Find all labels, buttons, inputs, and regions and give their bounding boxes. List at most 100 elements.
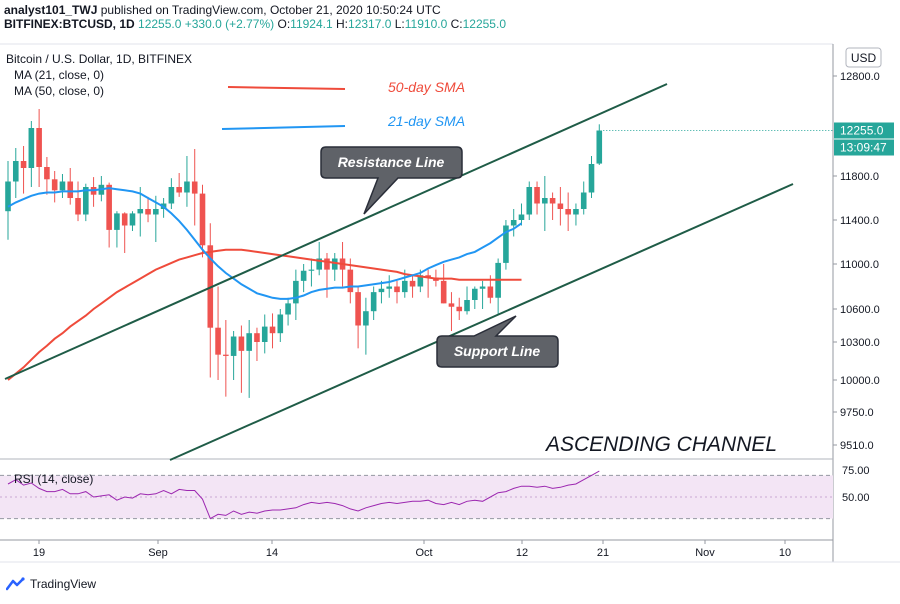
candle-body bbox=[5, 181, 11, 212]
candle-body bbox=[588, 164, 595, 193]
last-price: 12255.0 bbox=[138, 17, 182, 31]
candle-body bbox=[565, 209, 571, 215]
tradingview-brand[interactable]: TradingView bbox=[30, 577, 97, 591]
candle-body bbox=[269, 326, 276, 334]
candle-body bbox=[215, 327, 221, 355]
candle-body bbox=[464, 300, 470, 312]
candle-body bbox=[526, 187, 533, 215]
candle-body bbox=[129, 213, 136, 226]
candle-body bbox=[83, 187, 89, 215]
time-axis[interactable]: 19 Sep 14 Oct 12 21 Nov 10 bbox=[33, 540, 791, 559]
sma50-annotation: 50-day SMA bbox=[388, 79, 465, 95]
ma50-line bbox=[7, 248, 522, 381]
candle-body bbox=[293, 280, 299, 304]
candle-body bbox=[510, 220, 517, 226]
ohlc-line: BITFINEX:BTCUSD, 1D 12255.0 +330.0 (+2.7… bbox=[4, 17, 894, 31]
candle-body bbox=[36, 128, 42, 167]
candle-body bbox=[308, 269, 315, 271]
rsi-line bbox=[7, 470, 600, 520]
candle-body bbox=[137, 209, 144, 214]
candle-body bbox=[347, 269, 354, 293]
candle-body bbox=[223, 354, 229, 356]
candle-body bbox=[472, 288, 478, 300]
candle-body bbox=[300, 270, 307, 281]
candle-body bbox=[67, 181, 74, 198]
candle-body bbox=[12, 161, 19, 182]
price-tick-label: 10600.0 bbox=[840, 304, 880, 316]
candle-body bbox=[401, 280, 408, 293]
channel-title: ASCENDING CHANNEL bbox=[544, 433, 777, 456]
candle-body bbox=[230, 336, 237, 356]
candle-body bbox=[168, 187, 175, 204]
time-tick-label: 12 bbox=[516, 547, 528, 559]
price-tick-label: 10000.0 bbox=[840, 375, 880, 387]
high-label: H: bbox=[336, 17, 349, 31]
time-tick-label: 21 bbox=[597, 547, 609, 559]
currency-box[interactable] bbox=[845, 47, 882, 68]
candle-body bbox=[285, 303, 291, 315]
footer: TradingView bbox=[6, 577, 96, 591]
candle-body bbox=[573, 209, 579, 215]
candle-body bbox=[324, 258, 330, 270]
candle-body bbox=[44, 167, 50, 180]
candle-body bbox=[518, 214, 525, 220]
rsi-tick-label: 50.00 bbox=[842, 492, 870, 504]
ma50-legend: MA (50, close, 0) bbox=[14, 84, 104, 98]
support-label: Support Line bbox=[454, 343, 541, 359]
candle-body bbox=[59, 181, 66, 191]
candle-body bbox=[153, 209, 159, 215]
rsi-tick-label: 75.00 bbox=[842, 465, 870, 477]
candle-body bbox=[261, 326, 268, 342]
time-tick-label: Oct bbox=[415, 547, 432, 559]
candle-body bbox=[425, 275, 431, 278]
candle-body bbox=[106, 184, 112, 230]
time-tick-label: Nov bbox=[695, 547, 715, 559]
low-value: 11910.0 bbox=[404, 17, 448, 31]
candle-body bbox=[549, 198, 556, 204]
resistance-label: Resistance Line bbox=[338, 154, 445, 170]
price-tick-label: 12800.0 bbox=[840, 71, 880, 83]
high-value: 12317.0 bbox=[348, 17, 392, 31]
candle-body bbox=[557, 203, 564, 209]
sma21-annotation: 21-day SMA bbox=[387, 113, 465, 129]
candle-body bbox=[487, 286, 494, 298]
candle-body bbox=[254, 333, 260, 342]
candle-body bbox=[176, 187, 182, 193]
publish-info: published on TradingView.com, October 21… bbox=[100, 3, 441, 17]
candle-body bbox=[409, 280, 416, 287]
countdown-text: 13:09:47 bbox=[840, 141, 887, 155]
price-change: +330.0 (+2.77%) bbox=[184, 17, 275, 31]
price-tick-label: 9750.0 bbox=[840, 407, 874, 419]
last-price-tag-text: 12255.0 bbox=[840, 124, 884, 138]
candle-body bbox=[417, 275, 424, 287]
author-name[interactable]: analyst101_TWJ bbox=[4, 3, 98, 17]
rsi-axis: 75.00 50.00 bbox=[842, 465, 870, 504]
ma21-legend: MA (21, close, 0) bbox=[14, 68, 104, 82]
price-axis[interactable]: 12800.0 11800.0 11400.0 11000.0 10600.0 10300… bbox=[833, 71, 880, 452]
publish-line: analyst101_TWJ published on TradingView.… bbox=[4, 3, 894, 17]
symbol-label: BITFINEX:BTCUSD, 1D bbox=[4, 17, 135, 31]
rsi-legend: RSI (14, close) bbox=[14, 472, 93, 486]
price-tick-label: 10300.0 bbox=[840, 337, 880, 349]
support-channel-line[interactable] bbox=[169, 183, 794, 461]
open-value: 11924.1 bbox=[290, 17, 333, 31]
sma21-swatch bbox=[221, 125, 346, 130]
resistance-channel-line[interactable] bbox=[4, 83, 668, 380]
candle-body bbox=[28, 128, 35, 168]
resistance-callout[interactable]: Resistance Line bbox=[320, 146, 463, 215]
time-tick-label: Sep bbox=[148, 547, 168, 559]
candle-body bbox=[331, 258, 338, 270]
support-callout[interactable]: Support Line bbox=[436, 315, 559, 368]
time-tick-label: 10 bbox=[779, 547, 791, 559]
last-price-tag bbox=[834, 122, 894, 139]
candle-body bbox=[542, 198, 548, 204]
candle-body bbox=[145, 209, 151, 215]
low-label: L: bbox=[394, 17, 405, 31]
tradingview-logo-icon[interactable] bbox=[6, 577, 26, 591]
candle-body bbox=[479, 286, 486, 289]
candle-body bbox=[363, 311, 369, 326]
time-tick-label: 19 bbox=[33, 547, 45, 559]
candle-body bbox=[580, 192, 587, 209]
ma21-line bbox=[7, 187, 523, 300]
